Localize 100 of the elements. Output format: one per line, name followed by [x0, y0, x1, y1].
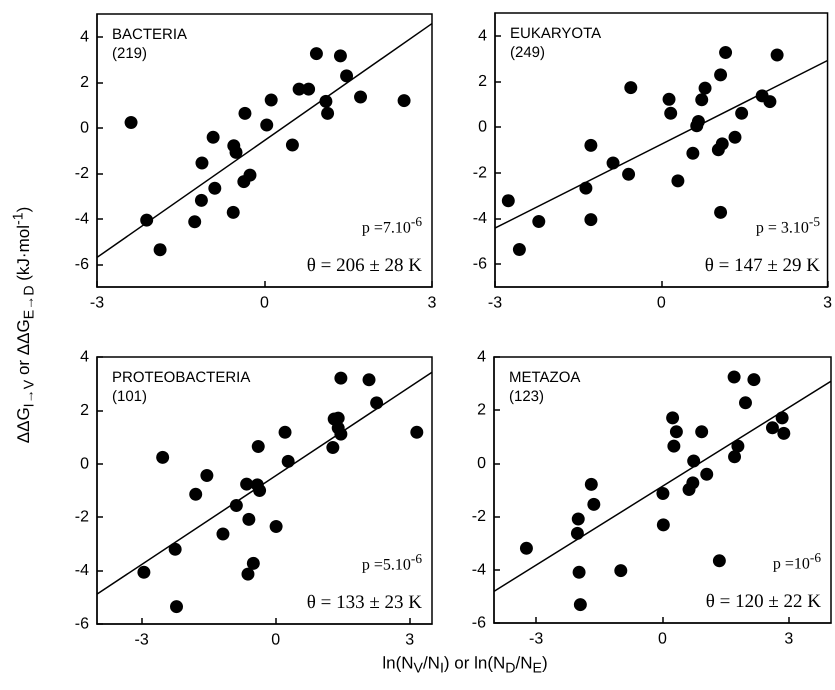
point	[777, 426, 790, 440]
text: (101)	[112, 388, 148, 405]
point	[241, 568, 254, 581]
y-tick-label: 0	[80, 455, 90, 472]
point	[664, 106, 678, 120]
point	[712, 554, 726, 568]
y-tick-label: 2	[477, 402, 486, 419]
point	[310, 47, 323, 60]
point	[520, 542, 533, 555]
annotation: θ = 147 ± 29 K	[704, 255, 820, 277]
point	[243, 168, 256, 182]
point	[584, 138, 598, 152]
point	[686, 476, 700, 490]
point	[670, 425, 683, 438]
point	[728, 450, 742, 464]
point	[230, 146, 243, 159]
point	[656, 518, 670, 532]
x-tick-label: 0	[271, 632, 280, 648]
point	[334, 428, 348, 441]
point	[140, 214, 154, 227]
point	[278, 426, 292, 439]
point	[622, 168, 636, 181]
x-tick-label: -3	[90, 294, 104, 312]
point	[671, 174, 684, 188]
point	[714, 206, 728, 219]
point	[606, 156, 620, 170]
y-tick-label: -2	[74, 508, 90, 526]
annotation: p =5.10$^{-6}$	[362, 550, 422, 574]
y-tick-label: -6	[74, 616, 90, 632]
point	[728, 130, 742, 144]
point	[502, 194, 515, 208]
point	[398, 94, 411, 108]
point	[216, 528, 230, 541]
y-tick-label: 2	[478, 73, 488, 90]
annotation: p =7.10$^{-6}$	[362, 214, 422, 237]
y-tick-label: 4	[80, 28, 90, 46]
point	[124, 116, 138, 130]
y-tick-label: -2	[74, 164, 90, 182]
point	[695, 93, 708, 106]
y-tick-label: -6	[472, 614, 486, 632]
text: METAZOA	[509, 369, 580, 386]
point	[574, 598, 587, 612]
y-tick-label: 2	[80, 402, 90, 419]
point	[719, 46, 732, 59]
text: (123)	[509, 388, 544, 405]
annotation: θ = 206 ± 28 K	[306, 255, 422, 277]
y-tick-label: -4	[74, 210, 90, 228]
point	[168, 542, 182, 556]
point	[763, 95, 776, 108]
annotation: θ = 120 ± 22 K	[706, 591, 821, 613]
point	[579, 182, 592, 195]
text: ln(N$_{V}$/N$_{I}$) or ln(N$_{D}$/N$_{E}$)	[382, 653, 548, 677]
point	[662, 92, 676, 106]
point	[747, 373, 760, 386]
text: (219)	[112, 45, 148, 62]
y-tick-label: -6	[472, 256, 488, 273]
point	[326, 441, 340, 454]
y-tick-label: 0	[478, 118, 488, 136]
point	[354, 90, 368, 104]
point	[170, 600, 184, 614]
x-tick-label: 0	[656, 294, 666, 312]
point	[240, 478, 254, 491]
point	[656, 486, 670, 500]
point	[572, 566, 586, 579]
point	[282, 454, 295, 468]
point	[584, 213, 598, 226]
text: EUKARYOTA	[510, 25, 602, 42]
x-tick-label: -3	[529, 630, 544, 648]
point	[714, 68, 728, 82]
point	[572, 512, 585, 526]
point	[667, 440, 680, 453]
x-tick-label: 3	[823, 294, 832, 312]
y-tick-label: 0	[477, 454, 486, 472]
x-tick-label: -3	[134, 632, 149, 648]
point	[700, 468, 714, 481]
point	[739, 396, 752, 410]
x-tick-label: -3	[488, 294, 502, 312]
point	[692, 114, 705, 128]
point	[770, 48, 784, 62]
x-tick-label: 0	[260, 294, 270, 312]
y-tick-label: 4	[477, 348, 486, 366]
point	[686, 146, 700, 160]
annotation: p =10$^{-6}$	[772, 550, 821, 573]
point	[238, 106, 252, 120]
point	[252, 440, 265, 453]
point	[512, 243, 526, 256]
point	[728, 370, 741, 384]
y-tick-label: -4	[472, 210, 488, 227]
point	[584, 478, 598, 491]
y-tick-label: -2	[472, 164, 488, 182]
point	[230, 498, 243, 512]
point	[766, 421, 779, 434]
point	[587, 498, 600, 511]
y-tick-label: -4	[74, 562, 90, 580]
point	[410, 426, 424, 439]
text: BACTERIA	[112, 26, 188, 43]
text: (249)	[510, 44, 546, 61]
x-tick-label: 0	[658, 630, 668, 648]
point	[319, 94, 332, 108]
y-tick-label: -2	[472, 508, 486, 526]
